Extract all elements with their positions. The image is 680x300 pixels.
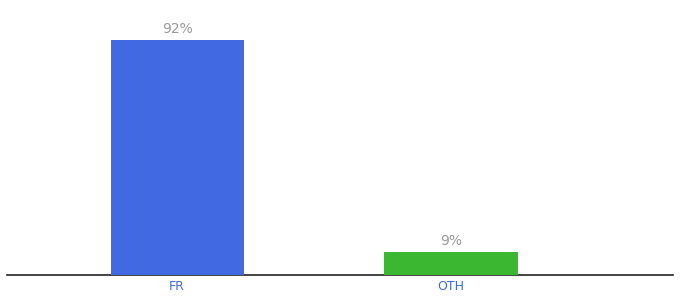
- Text: 9%: 9%: [440, 234, 462, 248]
- Bar: [384, 252, 517, 274]
- Text: 92%: 92%: [162, 22, 192, 36]
- Bar: [111, 40, 244, 274]
